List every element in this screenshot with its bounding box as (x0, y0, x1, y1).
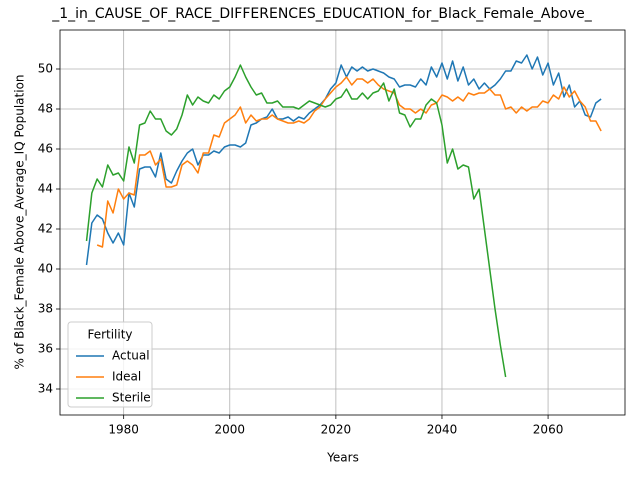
legend-label: Sterile (112, 391, 151, 405)
legend-label: Ideal (112, 370, 141, 384)
legend-title: Fertility (87, 328, 132, 342)
x-axis-label: Years (326, 451, 359, 465)
y-tick-label: 34 (38, 382, 53, 396)
x-tick-label: 2000 (214, 423, 245, 437)
legend-label: Actual (112, 349, 150, 363)
y-tick-label: 50 (38, 62, 53, 76)
data-line (85, 54, 602, 266)
y-axis-label: % of Black_Female Above_Average_IQ Popul… (13, 74, 27, 369)
x-tick-label: 2020 (321, 423, 352, 437)
y-tick-label: 36 (38, 342, 53, 356)
plot-frame (59, 29, 626, 416)
data-line (85, 64, 507, 378)
y-tick-label: 46 (38, 142, 53, 156)
chart-title: _1_in_CAUSE_OF_RACE_DIFFERENCES_EDUCATIO… (51, 6, 593, 22)
y-tick-label: 40 (38, 262, 53, 276)
x-tick-label: 2040 (427, 423, 458, 437)
y-tick-label: 48 (38, 102, 53, 116)
y-tick-label: 44 (38, 182, 53, 196)
x-tick-label: 2060 (533, 423, 564, 437)
data-line (96, 76, 602, 248)
legend-box (67, 321, 153, 408)
y-tick-label: 38 (38, 302, 53, 316)
x-tick-label: 1980 (108, 423, 139, 437)
y-tick-label: 42 (38, 222, 53, 236)
